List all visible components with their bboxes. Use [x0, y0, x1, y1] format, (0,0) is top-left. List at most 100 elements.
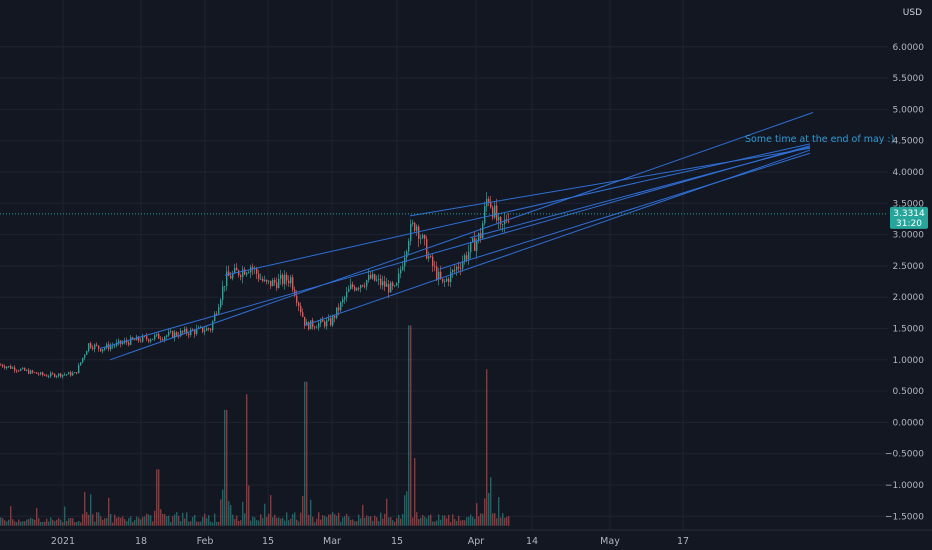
- y-tick-label: 4.5000: [893, 137, 925, 147]
- trend-line[interactable]: [409, 147, 811, 217]
- volume-bar: [96, 512, 98, 526]
- candle-body: [240, 275, 242, 277]
- candle-body: [40, 372, 42, 375]
- candle-body: [256, 268, 258, 274]
- y-tick-label: 3.5000: [893, 199, 925, 209]
- volume-bar: [162, 513, 164, 526]
- volume-bar: [218, 521, 220, 526]
- candle-body: [266, 279, 268, 282]
- trend-line[interactable]: [469, 146, 811, 239]
- candle-body: [200, 326, 202, 328]
- volume-bar: [486, 369, 488, 526]
- volume-bar: [466, 517, 468, 526]
- candle-body: [248, 272, 250, 274]
- trend-lines: [99, 112, 814, 361]
- volume-bar: [310, 499, 312, 526]
- trend-line[interactable]: [224, 143, 811, 276]
- trend-line[interactable]: [439, 152, 811, 270]
- candle-body: [348, 289, 350, 292]
- volume-bar: [352, 519, 354, 526]
- candle-body: [134, 339, 136, 341]
- candle-body: [96, 344, 98, 346]
- volume-bar: [142, 516, 144, 526]
- volume-bar: [402, 514, 404, 526]
- volume-bar: [74, 522, 76, 526]
- candle-body: [358, 288, 360, 289]
- volume-bar: [214, 513, 216, 526]
- volume-bar: [314, 522, 316, 526]
- candle-body: [20, 369, 22, 371]
- trend-line[interactable]: [304, 149, 811, 326]
- y-tick-label: −1.5000: [885, 512, 924, 522]
- candle-body: [350, 284, 352, 290]
- candle-body: [412, 222, 414, 225]
- volume-bar: [46, 518, 48, 526]
- candle-body: [296, 295, 298, 303]
- candle-body: [378, 278, 380, 280]
- volume-bar: [110, 514, 112, 526]
- candle-body: [346, 291, 348, 298]
- candle-body: [304, 316, 306, 326]
- candle-body: [290, 277, 292, 284]
- candle-body: [430, 256, 432, 257]
- candle-body: [44, 374, 46, 376]
- volume-bar: [370, 516, 372, 526]
- volume-bar: [376, 517, 378, 526]
- x-tick-label: Feb: [197, 536, 214, 547]
- candle-body: [74, 372, 76, 374]
- candle-body: [280, 274, 282, 279]
- volume-bar: [68, 518, 70, 526]
- candle-body: [152, 338, 154, 340]
- volume-bar: [116, 517, 118, 526]
- candle-body: [408, 241, 410, 252]
- volume-bar: [394, 521, 396, 526]
- candle-body: [218, 307, 220, 314]
- trend-line[interactable]: [109, 112, 814, 361]
- candle-body: [428, 256, 430, 259]
- candle-body: [146, 336, 148, 340]
- candle-body: [38, 373, 40, 375]
- volume-bar: [184, 518, 186, 526]
- x-tick-label: 15: [262, 536, 274, 547]
- candle-body: [166, 335, 168, 337]
- candle-body: [448, 278, 450, 283]
- volume-bar: [112, 522, 114, 526]
- candle-body: [478, 233, 480, 241]
- volume-bar: [296, 519, 298, 526]
- volume-bar: [340, 521, 342, 526]
- trend-line[interactable]: [99, 145, 811, 350]
- volume-bar: [502, 513, 504, 526]
- candle-body: [376, 279, 378, 281]
- candle-body: [226, 271, 228, 286]
- volume-bar: [398, 514, 400, 526]
- volume-bar: [48, 521, 50, 526]
- candle-body: [288, 280, 290, 284]
- candle-body: [334, 316, 336, 318]
- currency-label[interactable]: USD: [898, 6, 924, 18]
- volume-bar: [294, 512, 296, 526]
- candle-body: [474, 238, 476, 251]
- candle-body: [238, 270, 240, 276]
- candle-body: [262, 278, 264, 281]
- volume-bar: [220, 499, 222, 526]
- volume-bar: [498, 497, 500, 526]
- candle-body: [6, 366, 8, 368]
- candle-body: [58, 373, 60, 376]
- volume-bar: [350, 519, 352, 526]
- candle-body: [356, 288, 358, 291]
- candle-body: [16, 370, 18, 372]
- volume-bar: [100, 516, 102, 526]
- volume-bar: [420, 517, 422, 526]
- x-tick-label: 15: [391, 536, 403, 547]
- candle-body: [414, 222, 416, 231]
- volume-bar: [270, 495, 272, 526]
- candle-body: [292, 277, 294, 290]
- candle-body: [276, 282, 278, 289]
- volume-bar: [334, 514, 336, 526]
- time-axis: 2021 18 Feb 15 Mar 15 Apr 14 May 17: [0, 529, 932, 547]
- candle-body: [22, 368, 24, 370]
- candle-body: [488, 198, 490, 203]
- volume-bar: [40, 521, 42, 526]
